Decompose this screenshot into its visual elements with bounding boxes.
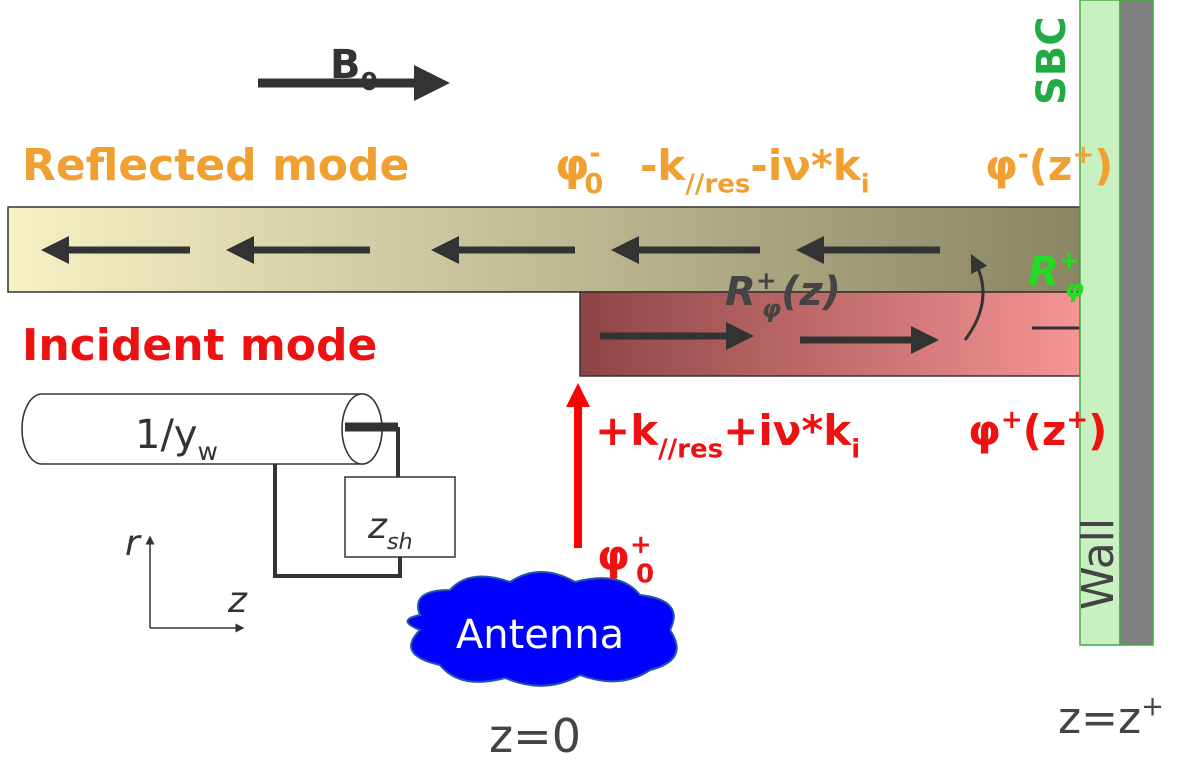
admittance-label: 1/yw (135, 412, 218, 466)
text-part: 0 (584, 169, 603, 200)
text-part: φ (985, 141, 1018, 190)
text-part: + (1059, 246, 1080, 275)
axis-r: r (125, 523, 142, 564)
text-part: - (1018, 140, 1029, 170)
text-part: i (861, 170, 870, 200)
sbc-label: SBC (1029, 16, 1075, 105)
text-part: B (330, 42, 361, 88)
reflected-k: -k//res-iν*ki (640, 141, 870, 200)
cable (21, 393, 456, 578)
reflection-z: R+ φ(z) (725, 266, 841, 323)
incident-phi0: φ+ 0 (597, 530, 654, 589)
text-part: 0 (361, 67, 378, 96)
wall-layer (1119, 0, 1154, 646)
incident-arrows (600, 322, 939, 354)
text-part: - (589, 138, 600, 169)
antenna-cloud (406, 571, 678, 687)
text-part: + (630, 530, 652, 560)
text-part: φ (555, 140, 589, 191)
antenna-position: z=0 (489, 709, 581, 762)
incident-k: +k//res+iν*ki (595, 406, 860, 465)
antenna-label: Antenna (456, 612, 624, 658)
text-part: z=z (1058, 693, 1141, 744)
text-part: (z (1029, 141, 1073, 190)
text-part: ) (1094, 141, 1113, 190)
incident-label: Incident mode (22, 320, 377, 371)
text-part: + (1066, 405, 1088, 435)
text-part: sh (387, 529, 413, 555)
reflection-arrow (963, 254, 988, 341)
text-part: φ (1065, 274, 1084, 303)
text-part: 0 (636, 560, 654, 590)
reflection-wall: R+ φ (1028, 246, 1084, 303)
reflected-label: Reflected mode (22, 140, 409, 191)
sheath-label: zsh (367, 506, 413, 555)
text-part: 1/y (135, 412, 198, 458)
text-part: //res (658, 435, 723, 465)
text-part: R (1028, 249, 1059, 295)
reflected-phi0: φ-0 (555, 138, 603, 200)
incident-phi-z: φ+(z+) (968, 405, 1107, 455)
field-label: B0 (330, 42, 378, 96)
text-part: //res (685, 170, 750, 200)
axis-z: z (227, 580, 248, 621)
text-part: +iν*k (723, 406, 852, 455)
reflected-phi-z: φ-(z+) (985, 140, 1113, 190)
text-part: (z (1023, 406, 1067, 455)
text-part: -iν*k (750, 141, 861, 190)
text-part: +k (595, 406, 659, 455)
text-part: + (1001, 405, 1023, 435)
wall-position: z=z+ (1058, 691, 1164, 744)
text-part: z (367, 506, 388, 547)
text-part: φ (597, 531, 630, 580)
text-part: ) (1088, 406, 1107, 455)
text-part: φ (762, 294, 781, 323)
text-part: -k (640, 141, 686, 190)
text-part: w (198, 437, 218, 466)
text-part: (z) (781, 269, 841, 315)
wall-label: Wall (1073, 518, 1124, 610)
text-part: φ (968, 406, 1001, 455)
text-part: i (851, 435, 860, 465)
text-part: R (725, 269, 756, 315)
text-part: + (1072, 140, 1094, 170)
axes (145, 535, 245, 633)
text-part: + (1141, 691, 1164, 722)
text-part: + (756, 266, 777, 295)
